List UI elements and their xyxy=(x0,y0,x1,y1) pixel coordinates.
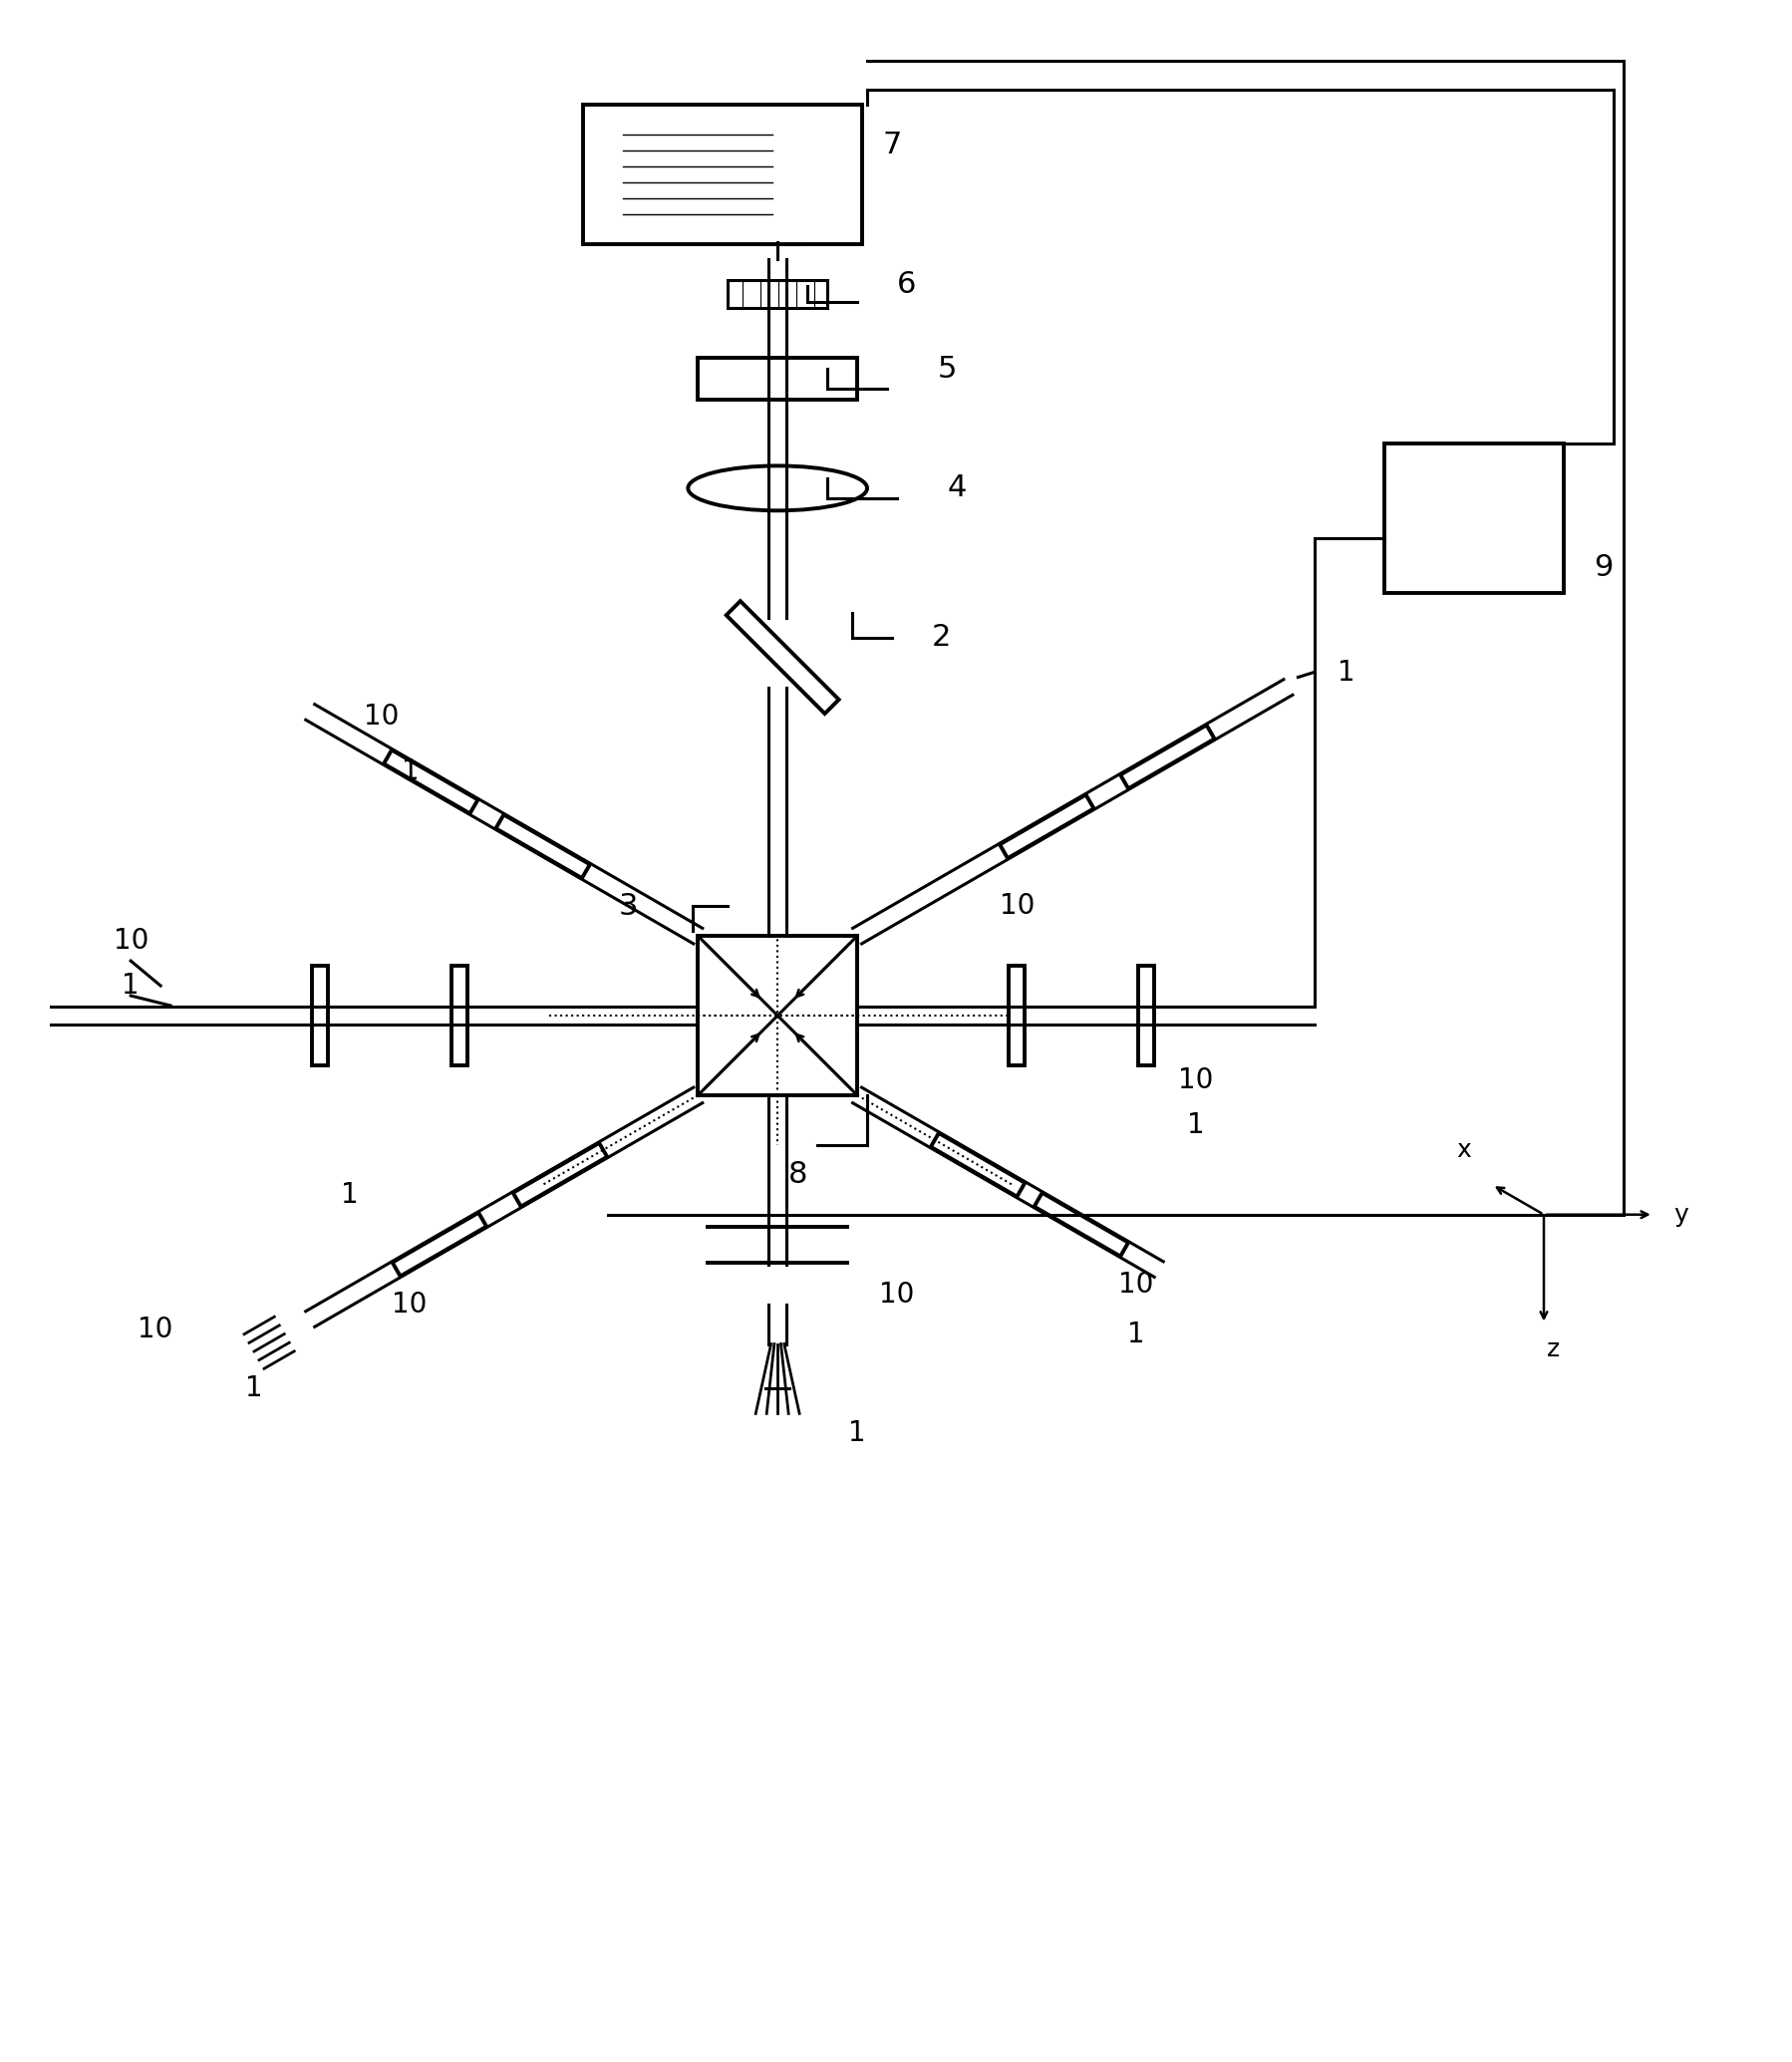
Text: 5: 5 xyxy=(937,355,955,384)
Text: 10: 10 xyxy=(998,893,1034,920)
Bar xyxy=(697,936,857,1095)
Bar xyxy=(392,1212,486,1276)
Text: 1: 1 xyxy=(1186,1111,1204,1138)
Text: 10: 10 xyxy=(138,1316,172,1342)
Text: 7: 7 xyxy=(882,130,901,159)
Bar xyxy=(1138,965,1152,1066)
Text: 8: 8 xyxy=(787,1161,806,1190)
Text: 1: 1 xyxy=(848,1419,866,1448)
Bar xyxy=(452,965,468,1066)
Bar xyxy=(930,1132,1025,1196)
Text: 1: 1 xyxy=(122,971,140,1000)
Text: 10: 10 xyxy=(113,928,149,955)
Text: 2: 2 xyxy=(932,623,952,652)
Text: 1: 1 xyxy=(1127,1320,1143,1349)
Text: x: x xyxy=(1457,1138,1471,1161)
Text: 9: 9 xyxy=(1593,553,1613,581)
Bar xyxy=(582,105,862,245)
Bar xyxy=(496,814,590,878)
Text: 1: 1 xyxy=(401,759,419,786)
Bar xyxy=(1120,726,1213,788)
Bar xyxy=(1383,443,1563,592)
Bar xyxy=(1000,794,1093,858)
Text: 1: 1 xyxy=(340,1182,358,1208)
Text: 10: 10 xyxy=(364,703,398,732)
Text: 1: 1 xyxy=(1337,658,1355,687)
Text: 10: 10 xyxy=(392,1291,426,1318)
Bar xyxy=(728,280,826,307)
Text: 3: 3 xyxy=(618,891,638,920)
Bar xyxy=(383,751,478,814)
Text: 4: 4 xyxy=(946,474,966,503)
Bar xyxy=(312,965,328,1066)
Bar xyxy=(513,1142,607,1206)
Bar xyxy=(1007,965,1023,1066)
Text: 1: 1 xyxy=(246,1375,263,1402)
Text: z: z xyxy=(1546,1336,1559,1361)
Bar xyxy=(726,600,839,713)
Text: 10: 10 xyxy=(1177,1066,1213,1095)
Text: 10: 10 xyxy=(878,1281,914,1307)
Text: 6: 6 xyxy=(896,270,916,299)
Text: y: y xyxy=(1674,1202,1688,1227)
Ellipse shape xyxy=(688,466,867,511)
Bar xyxy=(697,359,857,400)
Bar xyxy=(1034,1192,1127,1256)
Text: 10: 10 xyxy=(1118,1270,1152,1299)
